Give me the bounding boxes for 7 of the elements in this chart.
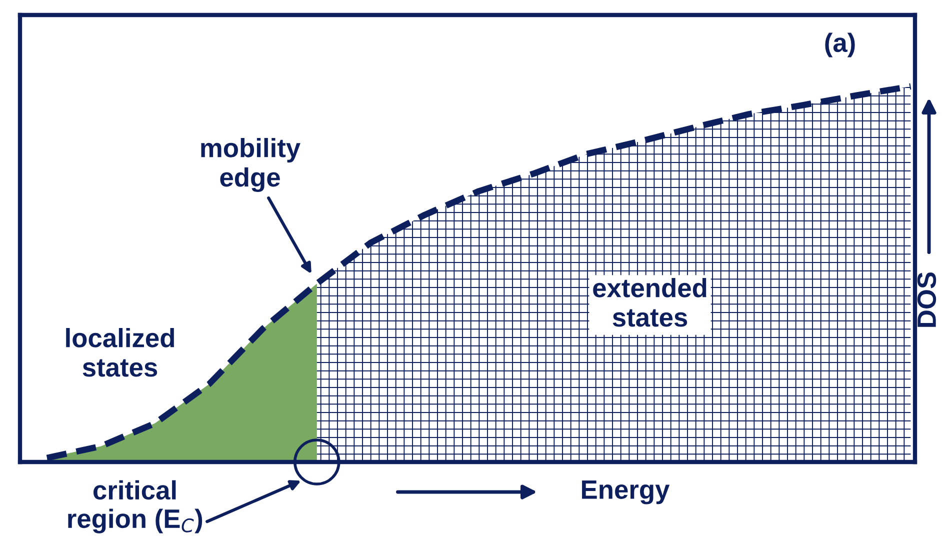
text: (a) <box>825 32 855 58</box>
text: critical region (E$_{C}$) <box>68 480 202 534</box>
y-axis-title: DOS <box>917 272 936 327</box>
x-axis-title: Energy <box>582 480 670 504</box>
annotation: mobility edge <box>201 138 300 192</box>
annotation: localized states <box>66 328 174 377</box>
annotation: extended states <box>593 278 706 327</box>
